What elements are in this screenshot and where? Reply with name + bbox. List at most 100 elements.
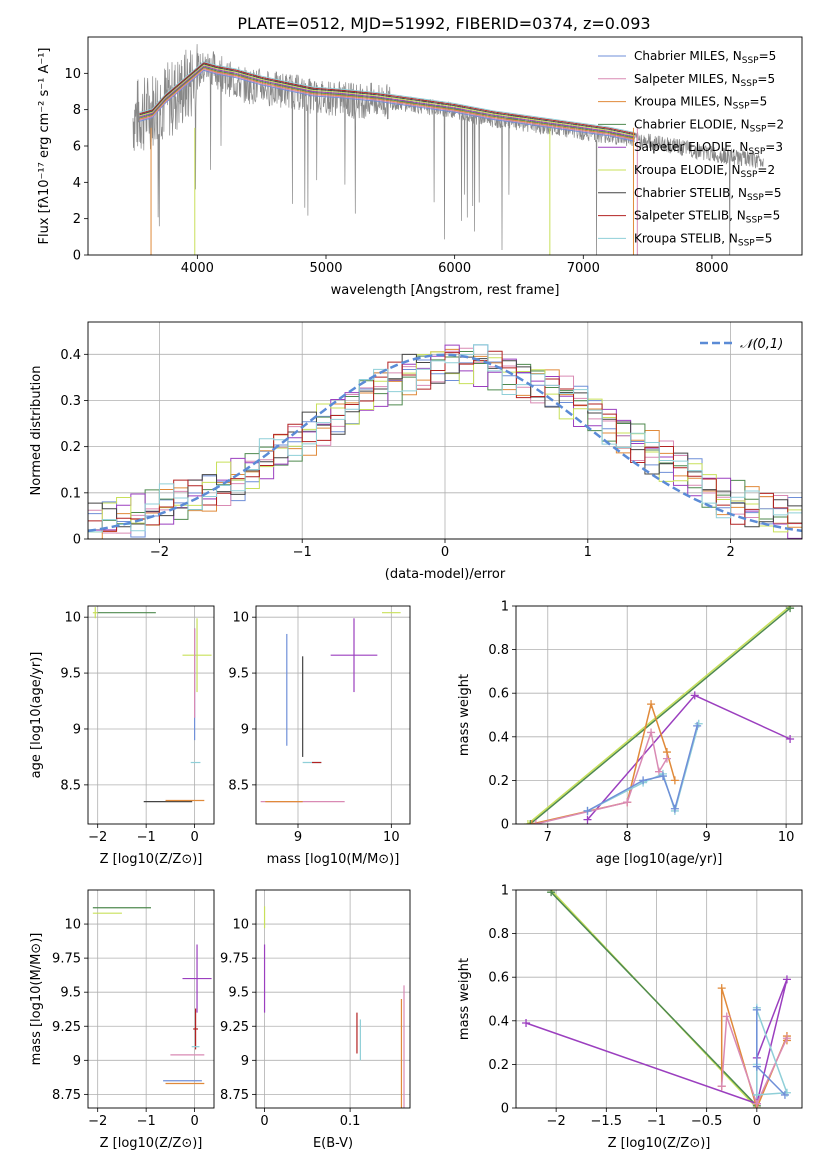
spectrum-model-line [139,62,635,135]
y-tick-label: 9.5 [60,986,81,1001]
x-tick-label: −2 [88,1114,107,1129]
y-axis-label: Flux [fλ10⁻¹⁷ erg cm⁻² s⁻¹ A⁻¹] [37,48,52,245]
x-tick-label: −1 [647,1114,666,1129]
spectrum-model-line [139,65,635,138]
weight-marker [531,820,540,824]
plot-marks [92,907,212,1085]
axes-frame [87,321,803,540]
y-axis-label: age [log10(age/yr)] [29,652,44,779]
y-tick-label: 9 [73,1054,81,1069]
weight-marker [670,804,679,813]
y-tick-label: 9.5 [228,986,249,1001]
axes-frame [87,889,215,1109]
weight-marker [690,691,699,700]
y-tick-label: 0 [501,818,509,833]
plot-marks [263,906,405,1108]
x-tick-label: 0 [441,545,449,560]
figure-title: PLATE=0512, MJD=51992, FIBERID=0374, z=0… [237,14,650,33]
y-tick-label: 9.75 [52,952,81,967]
weight-marker [658,772,667,781]
y-tick-label: 0.2 [488,774,509,789]
x-tick-label: 7 [544,830,552,845]
spectrum-model-line [139,63,635,136]
legend-entry: 𝒩(0,1) [740,337,783,352]
y-tick-label: 0.6 [488,971,509,986]
weight-marker [782,1034,791,1043]
y-tick-label: 10 [232,918,249,933]
x-tick-label: −1.5 [591,1114,623,1129]
weight-marker [623,798,632,807]
weight-line [550,891,758,1107]
y-tick-label: 8.5 [60,778,81,793]
y-axis-label: Normed distribution [29,366,44,496]
plot-marks [260,612,401,803]
x-tick-label: 8 [623,830,631,845]
y-tick-label: 9.75 [220,952,249,967]
y-tick-label: 9 [241,1054,249,1069]
x-tick-label: 6000 [438,261,471,276]
axes-frame [515,889,803,1109]
y-axis-label: mass weight [457,674,472,756]
weight-marker [717,1082,726,1091]
weight-marker [647,728,656,737]
y-tick-label: 4 [73,176,81,191]
y-axis-label: mass [log10(M/M⊙)] [29,933,44,1066]
y-tick-label: 0.8 [488,927,509,942]
panel-mass-vs-EBV: 0 0.1 8.75 9 9.25 9.5 9.75 10 E(B-V) [220,889,411,1151]
weight-marker [722,1012,731,1021]
gaussian-curve [88,353,802,533]
panel-spectrum: 4000 5000 6000 7000 8000 0 2 4 6 8 10 wavelength [A… [37,36,803,298]
axes-frame [515,605,803,825]
x-axis-label: mass [log10(M/M⊙)] [267,852,400,867]
axes-frame [255,605,411,825]
y-tick-label: 0 [73,533,81,548]
x-axis-label: age [log10(age/yr)] [596,852,723,867]
y-tick-label: 0 [501,1102,509,1117]
x-tick-label: 7000 [567,261,600,276]
y-tick-label: 9.5 [228,667,249,682]
axes-frame [87,605,215,825]
y-tick-label: 10 [64,67,81,82]
weight-marker [662,754,671,763]
x-tick-label: −2 [150,545,169,560]
weight-marker [583,815,592,824]
x-axis-label: Z [log10(Z/Z⊙)] [100,852,203,867]
x-tick-label: 9 [703,830,711,845]
y-tick-label: 0 [73,249,81,264]
panel-residuals: −2 −1 0 1 2 0 0.1 0.2 0.3 0.4 (data-model)/error No… [29,321,803,582]
legend-entry: Salpeter ELODIE, NSSP=3 [634,140,783,157]
x-tick-label: −1 [293,545,312,560]
x-tick-label: 5000 [309,261,342,276]
histogram-step-line [88,353,802,528]
y-tick-label: 9.5 [60,667,81,682]
x-axis-label: E(B-V) [313,1136,353,1151]
spectrum-legend: Chabrier MILES, NSSP=5 Salpeter MILES, NS… [598,49,784,248]
x-tick-label: 0.1 [340,1114,361,1129]
y-tick-label: 10 [64,918,81,933]
y-tick-label: 0.3 [60,394,81,409]
y-tick-label: 1 [501,884,509,899]
weight-marker [780,1090,789,1099]
y-tick-label: 10 [232,611,249,626]
y-tick-label: 0.2 [60,440,81,455]
y-tick-label: 8 [73,103,81,118]
spectrum-model-line [139,67,635,140]
panel-age-vs-Z: −2 −1 0 8.5 9 9.5 10 Z [log10(Z/Z⊙)] age [log10(… [29,605,215,867]
x-tick-label: −1 [137,830,156,845]
plot-marks [132,44,764,255]
x-tick-label: 8000 [695,261,728,276]
plot-marks [92,607,212,803]
x-tick-label: 10 [778,830,795,845]
y-tick-label: 8.75 [220,1088,249,1103]
x-axis-label: Z [log10(Z/Z⊙)] [608,1136,711,1151]
plot-marks [88,344,802,539]
y-tick-label: 8.75 [52,1088,81,1103]
x-tick-label: 2 [726,545,734,560]
legend-entry: Chabrier MILES, NSSP=5 [634,49,776,66]
y-tick-label: 9.25 [52,1020,81,1035]
legend-entry: Salpeter STELIB, NSSP=5 [634,209,780,226]
spectrum-model-line [139,64,635,137]
weight-marker [752,1062,761,1071]
y-tick-label: 0.6 [488,687,509,702]
weight-marker [547,890,556,897]
